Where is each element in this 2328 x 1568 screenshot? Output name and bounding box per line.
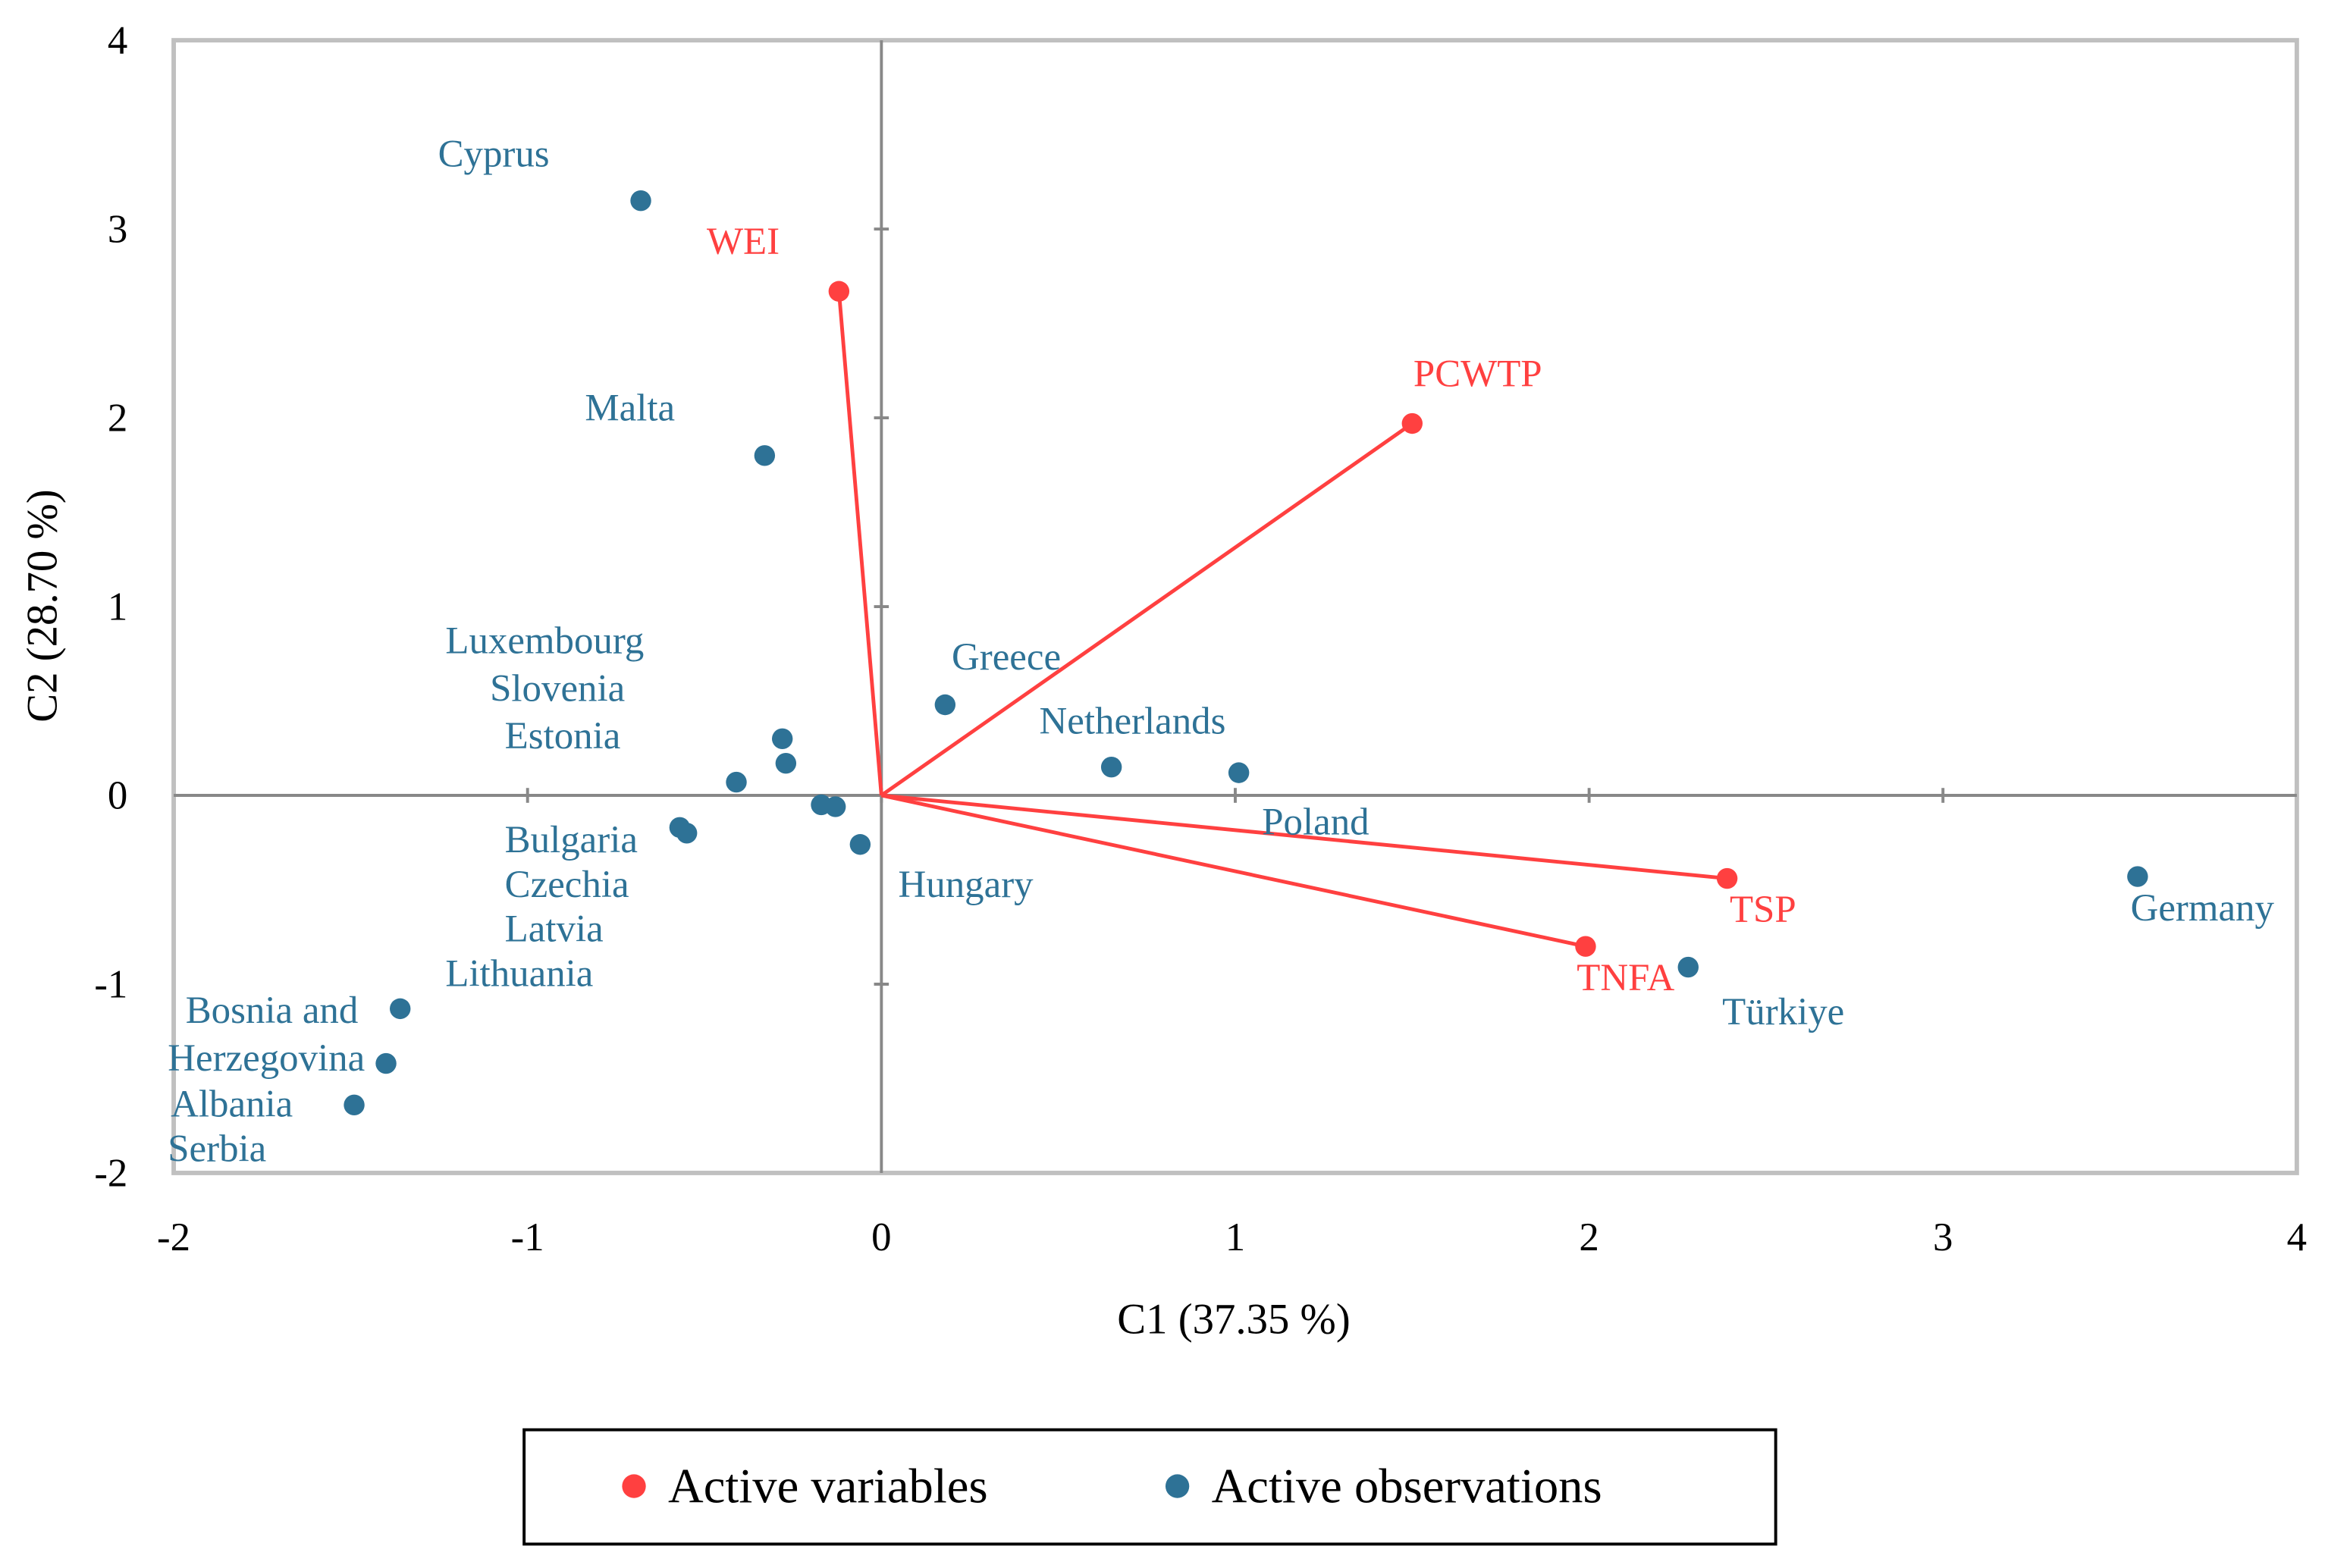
- y-tick-label: 1: [108, 585, 127, 629]
- x-axis-title: C1 (37.35 %): [1117, 1295, 1350, 1343]
- y-tick-label: -2: [94, 1152, 127, 1196]
- variable-vector: [880, 793, 1586, 949]
- observation-label: Germany: [2131, 887, 2275, 930]
- x-tick-label: 0: [871, 1215, 891, 1259]
- observation-point: [390, 998, 411, 1020]
- variable-vector: [836, 291, 883, 796]
- observation-point: [375, 1052, 397, 1074]
- observation-label: Hungary: [899, 864, 1034, 906]
- variable-label: TNFA: [1577, 957, 1674, 999]
- observation-label: Bosnia and: [186, 989, 359, 1032]
- variable-point: [1401, 412, 1423, 434]
- observation-point: [934, 694, 956, 716]
- observation-label: Albania: [171, 1083, 293, 1126]
- x-tick-label: 2: [1579, 1215, 1599, 1259]
- observation-label: Poland: [1262, 801, 1369, 844]
- y-tick-label: 4: [108, 19, 127, 63]
- variable-point: [828, 281, 850, 302]
- observation-label: Türkiye: [1722, 991, 1844, 1033]
- observation-label: Serbia: [168, 1127, 266, 1170]
- observation-point: [630, 190, 651, 212]
- observation-point: [726, 771, 747, 793]
- observation-point: [344, 1094, 365, 1116]
- observation-label: Malta: [585, 387, 675, 429]
- observation-point: [849, 834, 871, 855]
- observation-point: [824, 796, 846, 817]
- variable-point: [1716, 867, 1738, 889]
- observation-label: Herzegovina: [168, 1037, 365, 1080]
- observation-point: [771, 728, 793, 750]
- observation-label: Luxembourg: [445, 620, 644, 663]
- x-tick-label: 3: [1933, 1215, 1953, 1259]
- variable-label: WEI: [707, 221, 780, 263]
- axes: -2 -1 0 1 2 3 4 -2 -1 0 1 2 3 4: [94, 19, 2307, 1259]
- y-tick-label: 3: [108, 208, 127, 252]
- observation-point: [676, 823, 698, 844]
- y-axis-title: C2 (28.70 %): [18, 489, 66, 722]
- observation-label: Bulgaria: [505, 819, 638, 861]
- y-tick-label: -1: [94, 963, 127, 1007]
- observation-label: Estonia: [505, 715, 621, 757]
- y-tick-label: 0: [108, 774, 127, 818]
- legend: Active variables Active observations: [522, 1428, 1777, 1546]
- legend-box: [522, 1428, 1777, 1546]
- observation-label: Czechia: [505, 864, 629, 906]
- observation-point: [775, 752, 797, 774]
- variable-vector: [880, 422, 1413, 798]
- x-tick-label: -1: [511, 1215, 544, 1259]
- observation-label: Cyprus: [438, 133, 550, 176]
- variable-point: [1575, 936, 1596, 957]
- plot-frame: [171, 38, 2299, 1175]
- observation-label: Greece: [952, 636, 1061, 679]
- legend-label-observations: Active observations: [1212, 1459, 1602, 1513]
- legend-marker-variables: [622, 1474, 646, 1498]
- variable-label: TSP: [1730, 889, 1796, 931]
- observation-point: [1677, 956, 1699, 978]
- observation-label: Lithuania: [445, 952, 593, 995]
- observation-label: Latvia: [505, 908, 604, 951]
- legend-marker-observations: [1165, 1474, 1190, 1498]
- observation-point: [1100, 756, 1122, 778]
- x-tick-label: 1: [1225, 1215, 1245, 1259]
- y-tick-label: 2: [108, 397, 127, 441]
- observation-label: Netherlands: [1040, 700, 1226, 742]
- x-tick-label: -2: [157, 1215, 190, 1259]
- observation-point: [2127, 866, 2148, 887]
- x-tick-label: 4: [2287, 1215, 2307, 1259]
- observation-point: [754, 445, 776, 466]
- variable-vector: [881, 793, 1727, 880]
- legend-label-variables: Active variables: [668, 1459, 988, 1513]
- observation-point: [1228, 762, 1250, 783]
- observation-label: Slovenia: [490, 667, 625, 710]
- marks: Cyprus Malta Greece Netherlands Poland German…: [168, 133, 2274, 1171]
- variable-label: PCWTP: [1413, 353, 1542, 395]
